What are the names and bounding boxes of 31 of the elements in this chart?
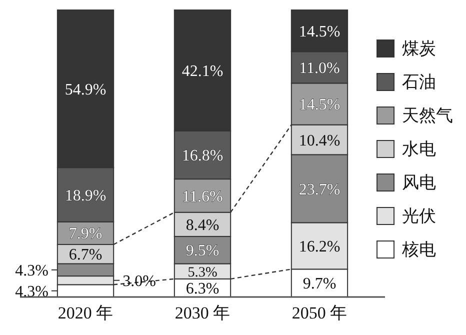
data-label: 18.9% <box>64 187 106 204</box>
data-label: 42.1% <box>182 63 224 80</box>
data-label: 8.4% <box>186 216 220 234</box>
data-label: 16.8% <box>182 148 224 165</box>
data-label: 11.6% <box>182 188 223 206</box>
data-label: 5.3% <box>188 264 218 280</box>
data-label: 14.5% <box>298 96 340 114</box>
legend-label: 水电 <box>402 139 436 158</box>
data-label: 9.7% <box>302 276 336 293</box>
data-label: 16.2% <box>298 238 340 256</box>
legend-label: 核电 <box>401 240 436 259</box>
legend-label: 天然气 <box>402 106 453 125</box>
data-label: 4.3% <box>15 262 48 280</box>
data-label: 11.0% <box>299 60 340 77</box>
data-label: 10.4% <box>298 132 340 150</box>
data-label: 6.3% <box>186 280 220 298</box>
x-tick-label: 2020 年 <box>58 304 114 323</box>
data-label: 14.5% <box>298 23 340 40</box>
x-tick-label: 2050 年 <box>292 304 348 323</box>
data-label: 4.3% <box>15 283 48 300</box>
legend-label: 光伏 <box>402 206 436 226</box>
data-label: 6.7% <box>68 246 102 264</box>
data-label: 9.5% <box>186 242 220 260</box>
x-tick-label: 2030 年 <box>174 304 230 323</box>
data-label: 54.9% <box>64 81 106 98</box>
legend-label: 石油 <box>402 72 436 92</box>
data-label: 23.7% <box>298 181 340 198</box>
data-label: 3.0% <box>122 272 156 290</box>
legend-label: 风电 <box>402 172 436 192</box>
legend-label: 煤炭 <box>402 38 436 58</box>
data-label: 7.9% <box>68 226 102 243</box>
